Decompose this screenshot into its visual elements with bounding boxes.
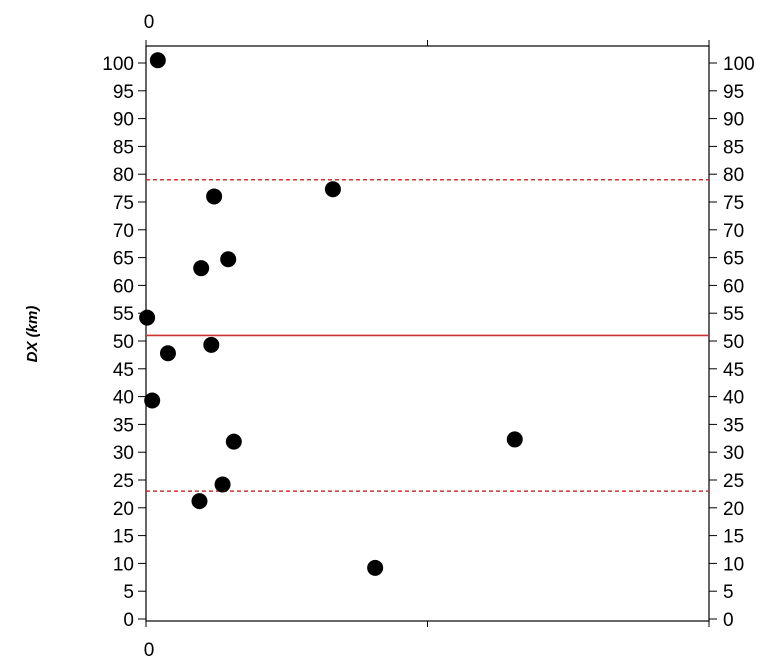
data-point	[144, 392, 161, 409]
y-left-tick-label: 20	[113, 499, 134, 520]
y-left-tick-label: 50	[113, 332, 134, 353]
y-right-tick-label: 0	[723, 610, 734, 631]
y-left-tick-label: 15	[113, 527, 134, 548]
y-right-tick-label: 10	[723, 554, 744, 575]
y-left-tick-label: 85	[113, 137, 134, 158]
data-point	[506, 431, 523, 448]
y-left-tick-label: 35	[113, 415, 134, 436]
y-left-tick-label: 80	[113, 165, 134, 186]
y-right-tick-label: 90	[723, 110, 744, 131]
y-right-tick-label: 5	[723, 582, 734, 603]
data-point	[214, 476, 231, 493]
data-point	[206, 188, 223, 205]
y-right-tick-label: 85	[723, 137, 744, 158]
y-right-tick-label: 80	[723, 165, 744, 186]
y-left-tick-label: 95	[113, 82, 134, 103]
y-right-tick-label: 95	[723, 82, 744, 103]
data-point	[203, 336, 220, 353]
y-left-tick-label: 60	[113, 276, 134, 297]
y-right-tick-label: 25	[723, 471, 744, 492]
y-left-tick-label: 25	[113, 471, 134, 492]
y-right-tick-label: 20	[723, 499, 744, 520]
y-right-tick-label: 60	[723, 276, 744, 297]
y-right-tick-label: 55	[723, 304, 744, 325]
y-axis-label: DX (km)	[24, 306, 41, 363]
y-right-tick-label: 70	[723, 221, 744, 242]
y-right-tick-label: 65	[723, 249, 744, 270]
data-point	[220, 251, 237, 268]
y-right-tick-label: 75	[723, 193, 744, 214]
y-left-tick-label: 45	[113, 360, 134, 381]
y-left-tick-label: 0	[123, 610, 134, 631]
y-right-tick-label: 35	[723, 415, 744, 436]
y-left-tick-label: 30	[113, 443, 134, 464]
y-left-tick-label: 10	[113, 554, 134, 575]
data-point	[367, 559, 384, 576]
y-right-tick-label: 100	[723, 54, 755, 75]
data-point	[159, 345, 176, 362]
data-point	[193, 260, 210, 277]
y-axis-left: 0 5 10 15 20 25 30 35 40 45 50 55 60 65 70 75 80 85 90 95 10…	[102, 54, 146, 631]
data-point	[191, 493, 208, 510]
data-point	[149, 52, 166, 69]
y-left-tick-label: 55	[113, 304, 134, 325]
y-left-tick-label: 90	[113, 110, 134, 131]
reference-lines	[146, 179, 709, 492]
y-left-tick-label: 5	[123, 582, 134, 603]
y-right-tick-label: 40	[723, 388, 744, 409]
data-points	[139, 52, 523, 576]
plot-frame	[145, 45, 710, 622]
y-left-tick-label: 75	[113, 193, 134, 214]
data-point	[324, 181, 341, 198]
x-axis: 0 0	[144, 12, 710, 661]
y-left-tick-label: 40	[113, 388, 134, 409]
y-axis-right: 0 5 10 15 20 25 30 35 40 45 50 55 60 65 70 75 80 85 90 95 10…	[709, 54, 755, 631]
y-left-tick-label: 100	[102, 54, 134, 75]
y-left-tick-label: 70	[113, 221, 134, 242]
data-point	[139, 309, 156, 326]
y-left-tick-label: 65	[113, 249, 134, 270]
y-right-tick-label: 15	[723, 527, 744, 548]
x-top-tick-label: 0	[144, 12, 155, 33]
x-bottom-tick-label: 0	[144, 640, 155, 661]
y-right-tick-label: 50	[723, 332, 744, 353]
y-right-tick-label: 30	[723, 443, 744, 464]
data-point	[225, 433, 242, 450]
y-right-tick-label: 45	[723, 360, 744, 381]
